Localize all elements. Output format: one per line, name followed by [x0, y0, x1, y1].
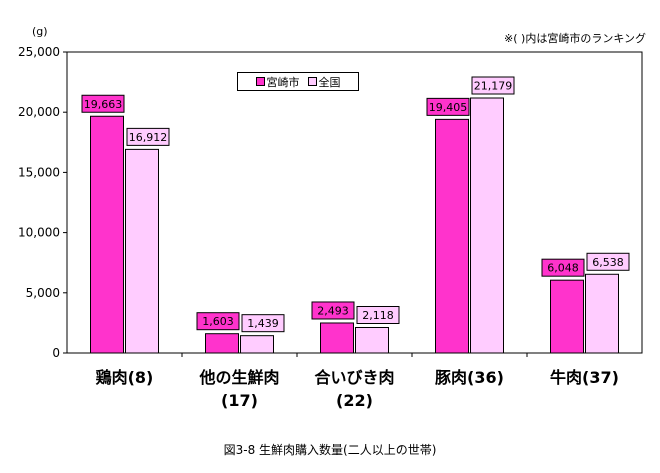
y-tick-label: 5,000 [26, 286, 60, 300]
legend: 宮崎市 全国 [237, 72, 359, 91]
data-label-miyazaki: 6,048 [547, 262, 579, 275]
data-label-national: 2,118 [362, 309, 394, 322]
x-category-label: 他の生鮮肉 [198, 368, 279, 387]
x-category-label: 鶏肉(8) [96, 368, 154, 387]
bar-miyazaki [90, 115, 124, 354]
data-label-box-national [471, 76, 515, 95]
data-label-national: 1,439 [247, 317, 279, 330]
bar-national [240, 335, 274, 354]
bar-miyazaki [205, 333, 239, 354]
x-category-label: 牛肉(37) [550, 368, 619, 387]
data-label-box-miyazaki [196, 312, 240, 331]
data-label-national: 21,179 [474, 80, 513, 93]
x-category-label: 豚肉(36) [435, 368, 504, 387]
bar-national [355, 326, 389, 354]
chart-labels: 19,663 16,912 1,603 1,439 2,493 2,118 19,405 21… [81, 76, 630, 333]
y-tick-label: 10,000 [18, 226, 60, 240]
bar-national [125, 148, 159, 354]
y-tick-label: 15,000 [18, 165, 60, 179]
legend-swatch-national [307, 77, 317, 86]
y-axis-label: (g) [32, 25, 48, 38]
data-label-national: 6,538 [592, 256, 624, 269]
y-tick-label: 25,000 [18, 45, 60, 59]
plot-area [66, 51, 643, 354]
data-label-box-miyazaki [311, 301, 355, 320]
data-label-miyazaki: 19,663 [84, 98, 123, 111]
bar-miyazaki [550, 279, 584, 354]
bar-miyazaki [435, 118, 469, 354]
data-label-box-miyazaki [426, 97, 470, 116]
data-label-box-miyazaki [541, 258, 585, 277]
legend-item-miyazaki: 宮崎市 [255, 74, 300, 90]
y-tick-label: 20,000 [18, 105, 60, 119]
data-label-box-national [586, 252, 630, 271]
data-label-box-miyazaki [81, 94, 125, 113]
bar-national [585, 273, 619, 354]
chart-bars [90, 97, 619, 354]
legend-swatch-miyazaki [255, 77, 265, 86]
data-label-miyazaki: 1,603 [202, 315, 234, 328]
data-label-miyazaki: 19,405 [429, 101, 468, 114]
legend-item-national: 全国 [307, 74, 341, 90]
x-category-label: (17) [221, 391, 258, 410]
legend-label-national: 全国 [318, 75, 341, 89]
data-label-box-national [241, 314, 285, 333]
bar-national [470, 97, 504, 354]
legend-label-miyazaki: 宮崎市 [266, 75, 300, 89]
x-category-label: (22) [336, 391, 373, 410]
chart-axes: 0 5,000 10,000 15,000 20,000 25,000 鶏肉(8) 他の生鮮肉… [18, 45, 643, 410]
data-label-box-national [126, 127, 170, 146]
data-label-miyazaki: 2,493 [317, 304, 349, 317]
ranking-note: ※( )内は宮崎市のランキング [504, 32, 646, 45]
data-label-box-national [356, 305, 400, 324]
x-category-label: 合いびき肉 [314, 368, 394, 387]
y-tick-label: 0 [52, 346, 60, 360]
bar-miyazaki [320, 322, 354, 354]
figure-caption: 図3-8 生鮮肉購入数量(二人以上の世帯) [223, 443, 437, 457]
data-label-national: 16,912 [129, 131, 168, 144]
